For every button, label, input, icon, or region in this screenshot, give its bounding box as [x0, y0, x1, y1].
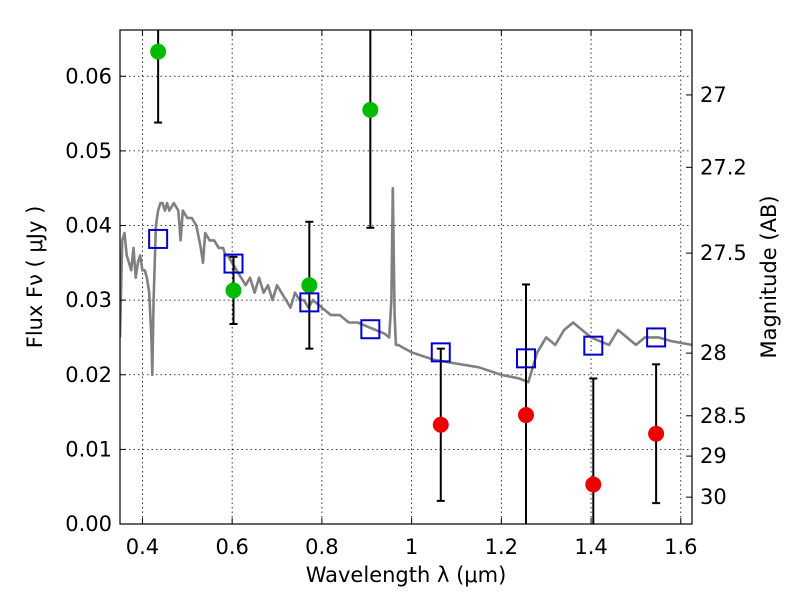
y-tick-label: 0.00	[65, 512, 112, 536]
x-tick-label: 1.6	[664, 535, 697, 559]
plot-area	[120, 30, 692, 524]
right-axis-label: Magnitude (AB)	[757, 195, 781, 358]
y-tick-label: 0.04	[65, 214, 112, 238]
data-point-circle	[225, 282, 242, 299]
x-axis-label: Wavelength λ (μm)	[306, 563, 507, 587]
data-point-square	[148, 228, 169, 249]
right-tick-label: 30	[700, 485, 727, 509]
data-point-circle	[518, 407, 535, 424]
data-point-square	[299, 292, 320, 313]
y-axis-label: Flux Fν ( μJy )	[23, 206, 47, 349]
x-tick-label: 0.4	[126, 535, 159, 559]
x-tick-label: 0.8	[305, 535, 338, 559]
grid-lines	[120, 30, 692, 525]
y-tick-label: 0.03	[65, 288, 112, 312]
data-point-square	[646, 327, 667, 348]
x-tick-label: 0.6	[215, 535, 248, 559]
ticks-layer: 0.4 0.6 0.8 1 1.2 1.4 1.6 0.00 0.01 0.02 0.03 0.04 0…	[65, 30, 747, 559]
data-point-circle	[150, 43, 167, 60]
series-layer	[120, 30, 692, 524]
data-point-square	[583, 335, 604, 356]
data-point-circle	[301, 277, 318, 294]
right-tick-label: 28	[700, 341, 727, 365]
x-tick-label: 1	[405, 535, 418, 559]
right-tick-label: 29	[700, 444, 727, 468]
right-tick-label: 27.5	[700, 241, 747, 265]
x-tick-label: 1.2	[485, 535, 518, 559]
data-point-square	[516, 348, 537, 369]
template-spectrum-line	[120, 186, 692, 384]
data-point-circle	[648, 425, 665, 442]
y-tick-label: 0.05	[65, 139, 112, 163]
right-tick-label: 28.5	[700, 404, 747, 428]
x-tick-label: 1.4	[574, 535, 607, 559]
data-point-square	[223, 253, 244, 274]
data-point-circle	[585, 476, 602, 493]
y-tick-label: 0.06	[65, 64, 112, 88]
data-point-square	[360, 319, 381, 340]
y-tick-label: 0.01	[65, 437, 112, 461]
data-point-square	[430, 342, 451, 363]
plot-frame	[119, 29, 693, 525]
data-point-circle	[362, 101, 379, 118]
y-tick-label: 0.02	[65, 363, 112, 387]
data-point-circle	[432, 416, 449, 433]
right-tick-label: 27	[700, 83, 727, 107]
right-tick-label: 27.2	[700, 155, 747, 179]
